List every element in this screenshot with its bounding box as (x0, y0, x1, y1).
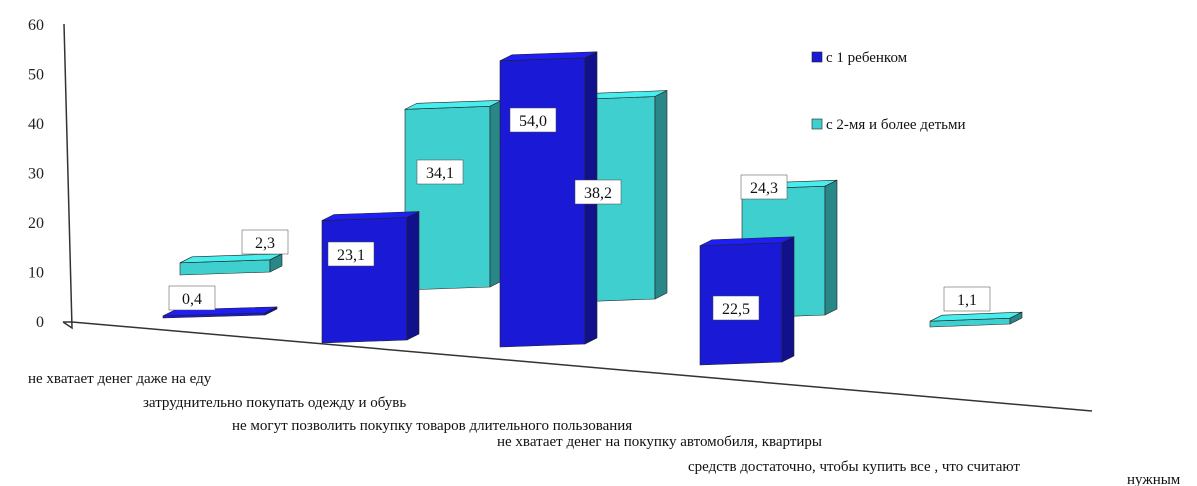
data-labels: 2,3 34,1 38,2 24,3 1,1 0,4 23,1 54,0 22,5 (168, 107, 991, 321)
data-label-series1-2-box (509, 107, 557, 133)
category-labels: не хватает денег даже на еду затруднитель… (28, 371, 1181, 486)
data-label-series2-4: 1,1 (957, 292, 977, 309)
y-axis-line (62, 23, 73, 330)
category-label: не хватает денег даже на еду (28, 371, 212, 387)
bar-series1-1 (321, 217, 408, 344)
y-tick-label: 50 (28, 67, 44, 84)
data-label-series1-1-box (327, 241, 375, 267)
data-label-series1-1: 23,1 (337, 247, 365, 264)
chart-axes (62, 23, 1093, 412)
y-tick-label: 60 (28, 17, 44, 34)
data-label-series1-2: 54,0 (519, 113, 547, 130)
data-label-series2-0: 2,3 (255, 235, 275, 252)
data-label-series2-2-box (574, 179, 622, 205)
data-label-series2-0-box (241, 229, 289, 255)
y-tick-label: 0 (36, 314, 44, 331)
y-tick-label: 20 (28, 215, 44, 232)
category-label: не хватает денег на покупку автомобиля, … (497, 434, 822, 450)
data-label-series2-2: 38,2 (584, 185, 612, 202)
data-label-series2-3: 24,3 (750, 180, 778, 197)
x-axis-line (71, 321, 1093, 412)
data-label-series1-0-box (168, 285, 216, 311)
data-label-series1-3-box (712, 295, 760, 321)
bar-series1-0-side (264, 306, 278, 316)
legend: с 1 ребенком с 2-мя и более детьми (811, 50, 966, 133)
data-label-series1-3: 22,5 (722, 301, 750, 318)
legend-swatch-1 (811, 51, 823, 63)
bar-series1-3-side (781, 236, 795, 363)
data-label-series2-1-box (416, 159, 464, 185)
bar-series2-2-side (654, 90, 668, 300)
y-tick-label: 40 (28, 116, 44, 133)
legend-label-2: с 2-мя и более детьми (826, 117, 966, 133)
data-label-series2-3-box (740, 174, 788, 200)
category-label: не могут позволить покупку товаров длите… (232, 418, 632, 434)
bar-series1-2 (499, 57, 586, 348)
bar-series2-3-side (824, 179, 838, 316)
bar-marks (162, 51, 1023, 366)
category-label: затруднительно покупать одежду и обувь (143, 395, 406, 411)
legend-swatch-2 (811, 118, 823, 130)
bar-series2-4-side (1009, 311, 1023, 325)
y-axis-ticks: 0 10 20 30 40 50 60 (28, 17, 44, 331)
category-label: средств достаточно, чтобы купить все , ч… (688, 459, 1020, 475)
data-label-series2-4-box (943, 286, 991, 312)
legend-label-1: с 1 ребенком (826, 50, 908, 66)
data-label-series2-1: 34,1 (426, 165, 454, 182)
category-label-overflow: нужным (1127, 472, 1181, 486)
y-tick-label: 30 (28, 166, 44, 183)
y-tick-label: 10 (28, 265, 44, 282)
data-label-series1-0: 0,4 (182, 291, 202, 308)
bar-series1-1-side (406, 211, 420, 341)
